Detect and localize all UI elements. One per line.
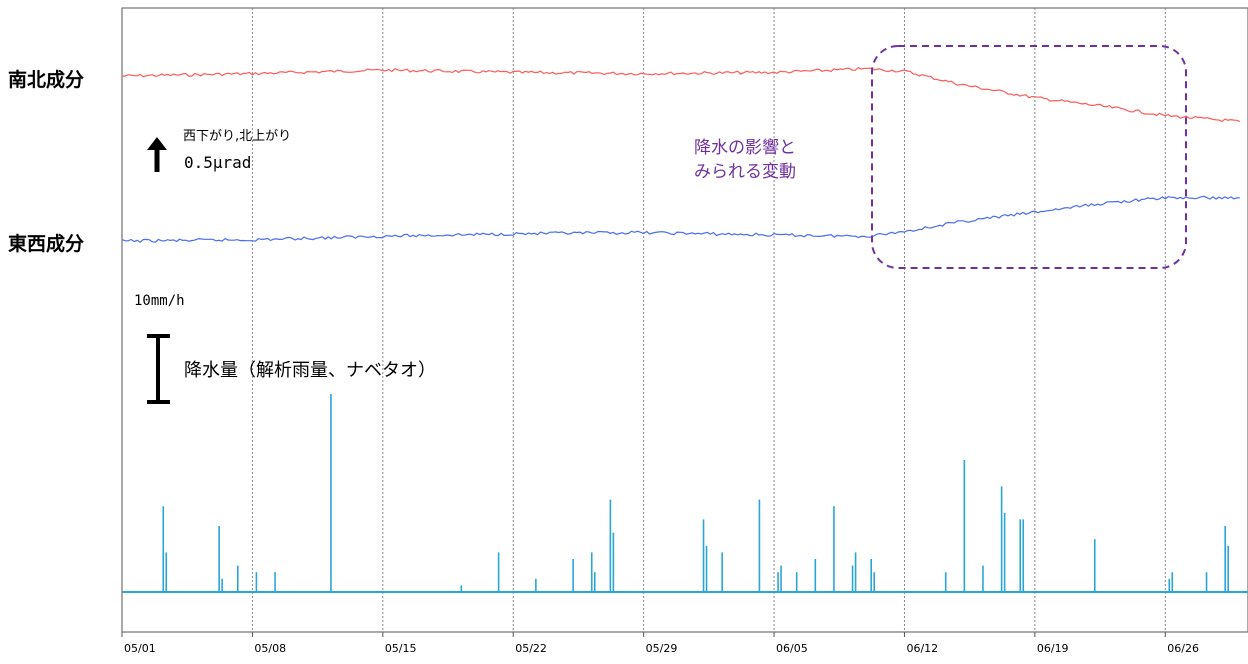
x-tick-label: 05/29: [646, 642, 678, 655]
annotation-line-2: みられる変動: [694, 160, 796, 184]
grid-lines: [122, 8, 1248, 632]
x-tick-label: 06/26: [1167, 642, 1199, 655]
x-axis-ticks: 05/01 05/08 05/15 05/22 05/29 06/05 06/12 06/19…: [122, 632, 1199, 655]
rain-label: 降水量（解析雨量、ナベタオ）: [184, 356, 436, 382]
annotation-text: 降水の影響と みられる変動: [694, 136, 796, 184]
ns-series-line: [122, 68, 1240, 122]
x-tick-label: 06/12: [906, 642, 938, 655]
tilt-scale-label: 0.5μrad: [184, 153, 251, 172]
x-tick-label: 05/22: [515, 642, 547, 655]
tilt-scale-arrow: [147, 137, 167, 172]
rain-scale-bar: [147, 336, 170, 402]
tilt-series: [122, 68, 1240, 243]
x-tick-label: 05/15: [385, 642, 417, 655]
x-tick-label: 06/05: [776, 642, 808, 655]
direction-label: 西下がり,北上がり: [183, 125, 291, 144]
x-tick-label: 06/19: [1037, 642, 1069, 655]
ew-component-label: 東西成分: [8, 229, 84, 256]
ns-component-label: 南北成分: [8, 65, 84, 92]
annotation-line-1: 降水の影響と: [694, 136, 796, 160]
annotation-box: [872, 46, 1186, 268]
rain-bars: [122, 394, 1248, 592]
rain-scale-label: 10mm/h: [134, 293, 185, 309]
x-tick-label: 05/01: [124, 642, 156, 655]
ew-series-line: [122, 196, 1240, 242]
x-tick-label: 05/08: [254, 642, 286, 655]
